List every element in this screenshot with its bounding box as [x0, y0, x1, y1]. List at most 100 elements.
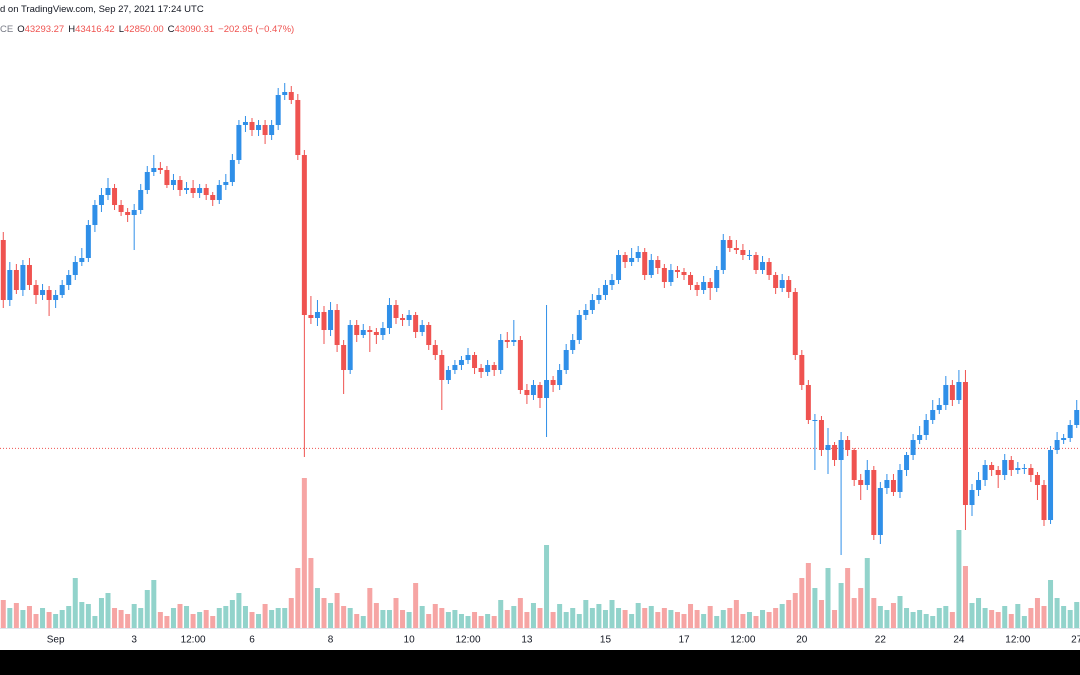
- volume-bar: [419, 606, 425, 628]
- candle-body: [282, 92, 288, 95]
- candle-body: [151, 168, 157, 172]
- volume-bar: [485, 614, 491, 628]
- volume-bar: [354, 614, 360, 628]
- volume-bar: [256, 614, 262, 628]
- volume-bar: [367, 588, 373, 628]
- volume-bar: [314, 588, 320, 628]
- footer-bar: [0, 650, 1080, 675]
- volume-bar: [85, 604, 91, 628]
- volume-bar: [904, 608, 910, 628]
- candle-body: [256, 125, 262, 130]
- candle-body: [1067, 425, 1073, 438]
- candle-body: [864, 470, 870, 485]
- legend-key: O: [17, 24, 25, 35]
- volume-bar: [550, 612, 556, 628]
- volume-bar: [308, 558, 314, 628]
- candle-body: [740, 250, 746, 255]
- volume-bar: [164, 616, 170, 628]
- volume-bar: [910, 612, 916, 628]
- x-tick-label: 13: [521, 635, 533, 646]
- candle-body: [1002, 460, 1008, 475]
- candle-body: [877, 488, 883, 535]
- volume-bar: [1074, 602, 1080, 628]
- volume-bar: [177, 604, 183, 628]
- candle-body: [0, 240, 6, 300]
- candle-body: [458, 360, 464, 365]
- volume-bar: [1021, 616, 1027, 628]
- candle-body: [851, 450, 857, 480]
- candle-body: [380, 328, 386, 335]
- candle-body: [858, 480, 864, 485]
- volume-bar: [609, 600, 615, 628]
- candle-body: [275, 95, 281, 125]
- candle-body: [504, 340, 510, 342]
- candle-body: [773, 275, 779, 288]
- volume-bar: [805, 563, 811, 628]
- volume-bar: [629, 614, 635, 628]
- volume-bar: [930, 616, 936, 628]
- candle-body: [753, 255, 759, 270]
- candle-body: [426, 325, 432, 345]
- volume-bar: [301, 478, 307, 628]
- candle-body: [976, 480, 982, 490]
- candle-body: [229, 160, 235, 182]
- volume-bar: [426, 614, 432, 628]
- volume-bar: [995, 612, 1001, 628]
- candle-body: [943, 385, 949, 405]
- volume-bar: [727, 608, 733, 628]
- candle-body: [668, 270, 674, 282]
- candle-body: [328, 310, 334, 330]
- volume-bar: [1034, 598, 1040, 628]
- candle-body: [367, 330, 373, 332]
- volume-bar: [13, 603, 19, 628]
- candle-body: [308, 315, 314, 318]
- x-tick-label: 22: [875, 635, 887, 646]
- candle-body: [746, 255, 752, 256]
- candle-body: [98, 195, 104, 205]
- volume-bar: [949, 612, 955, 628]
- volume-bar: [530, 603, 536, 628]
- candle-body: [452, 365, 458, 370]
- candle-body: [563, 350, 569, 370]
- volume-bar: [694, 610, 700, 628]
- volume-bar: [157, 612, 163, 628]
- candle-body: [393, 305, 399, 318]
- volume-bar: [46, 612, 52, 628]
- volume-bar: [897, 596, 903, 628]
- candle-body: [524, 390, 530, 395]
- volume-bar: [563, 612, 569, 628]
- volume-bar: [452, 610, 458, 628]
- volume-bar: [105, 593, 111, 628]
- candle-body: [616, 255, 622, 280]
- volume-bar: [20, 610, 26, 628]
- candle-body: [498, 340, 504, 370]
- candle-body: [92, 205, 98, 225]
- volume-bar: [491, 616, 497, 628]
- candle-body: [897, 470, 903, 492]
- candle-body: [184, 188, 190, 190]
- candle-body: [210, 195, 216, 200]
- candle-body: [472, 355, 478, 368]
- candle-body: [1015, 468, 1021, 470]
- candle-body: [1048, 450, 1054, 520]
- candle-body: [85, 225, 91, 258]
- candle-body: [321, 312, 327, 330]
- candle-body: [733, 248, 739, 250]
- candle-body: [1034, 475, 1040, 485]
- volume-bar: [786, 600, 792, 628]
- candle-body: [295, 100, 301, 155]
- legend-key: H: [68, 24, 76, 35]
- volume-bar: [1061, 606, 1067, 628]
- candle-body: [26, 265, 32, 285]
- volume-bar: [838, 583, 844, 628]
- legend-change: −202.95 (−0.47%): [218, 24, 295, 35]
- volume-bar: [753, 616, 759, 628]
- candle-body: [223, 182, 229, 185]
- volume-bar: [1028, 608, 1034, 628]
- candle-body: [786, 280, 792, 292]
- volume-bar: [681, 614, 687, 628]
- candle-body: [982, 465, 988, 480]
- candle-body: [216, 185, 222, 200]
- candle-body: [681, 272, 687, 275]
